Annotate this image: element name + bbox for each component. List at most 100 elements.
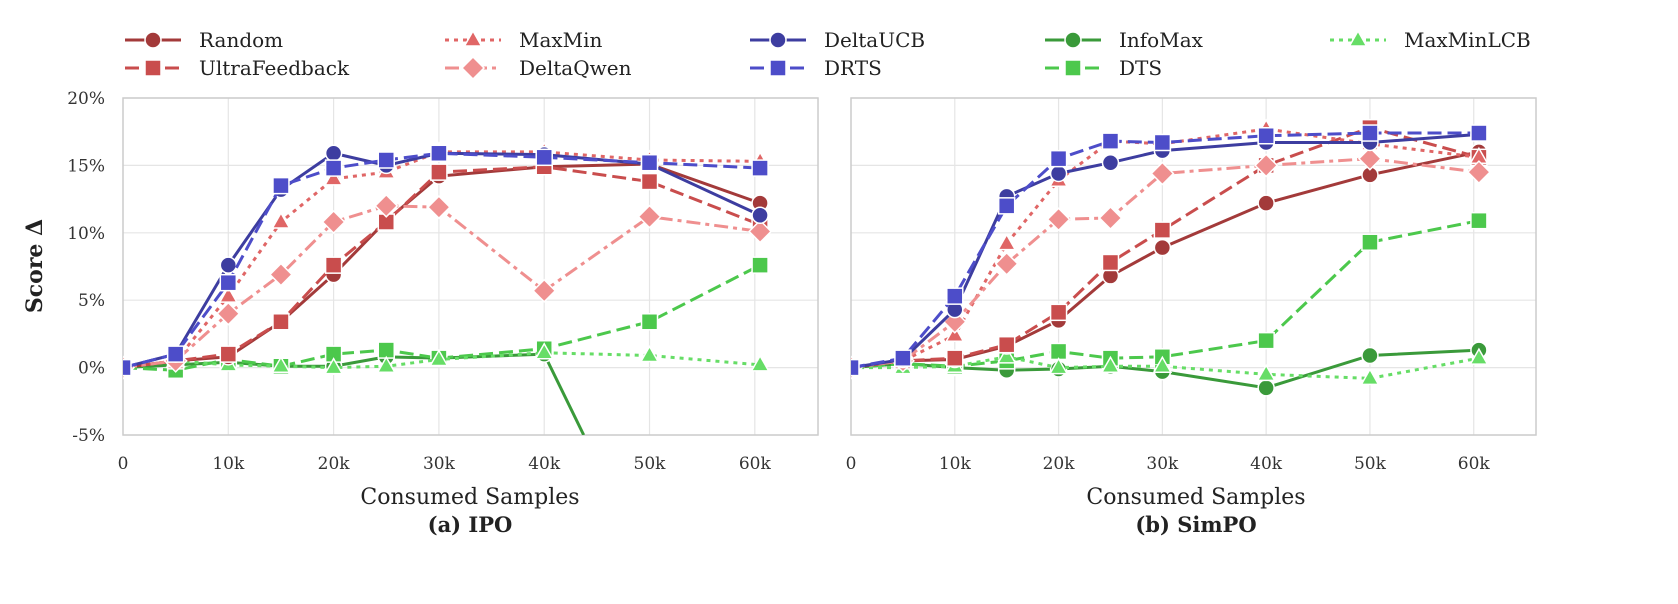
data-point-ultrafeedback xyxy=(946,349,964,367)
series-line-ultrafeedback xyxy=(123,165,761,370)
plot-frame xyxy=(850,97,1537,436)
data-point-deltaqwen xyxy=(374,193,399,218)
x-tick-label: 20k xyxy=(318,454,351,474)
y-tick-label: 5% xyxy=(78,291,105,311)
data-point-drts xyxy=(751,159,769,177)
plot-area xyxy=(851,118,1491,397)
series-drts xyxy=(851,124,1488,377)
data-point-deltaqwen xyxy=(1357,146,1383,171)
legend-entry-deltaqwen: DeltaQwen xyxy=(445,55,632,81)
data-point-drts xyxy=(272,176,290,195)
legend-marker-triangle-icon xyxy=(1348,29,1368,47)
data-point-drts xyxy=(997,197,1016,215)
series-line-drts xyxy=(851,131,1479,370)
series-random xyxy=(123,155,769,377)
data-point-infomax xyxy=(1361,346,1379,365)
data-point-ultrafeedback xyxy=(640,172,659,191)
series-line-random xyxy=(123,162,761,370)
data-point-drts xyxy=(851,358,860,377)
data-point-ultrafeedback xyxy=(1153,221,1172,239)
data-point-maxmin xyxy=(271,211,291,229)
data-point-drts xyxy=(430,144,448,163)
series-line-maxmin xyxy=(851,127,1480,370)
legend-entry-random: Random xyxy=(125,28,283,52)
series-line-deltaucb xyxy=(123,151,761,370)
series-drts xyxy=(123,144,769,377)
data-point-maxmin xyxy=(996,233,1017,251)
data-point-maxmin xyxy=(323,168,344,186)
x-axis-label-simpo: Consumed Samples xyxy=(1086,485,1305,510)
legend-entry-dts: DTS xyxy=(1045,56,1162,80)
x-tick-label: 60k xyxy=(739,454,772,474)
data-point-drts xyxy=(123,358,132,377)
data-point-drts xyxy=(1101,132,1120,150)
y-axis-label: Score Δ xyxy=(22,219,48,313)
legend-label: MaxMinLCB xyxy=(1404,28,1531,52)
data-point-drts xyxy=(640,153,659,172)
data-point-drts xyxy=(166,345,185,363)
x-tick-label: 0 xyxy=(846,454,857,474)
series-line-maxminlcb xyxy=(123,351,761,370)
legend-entry-maxmin: MaxMin xyxy=(445,28,603,52)
data-point-ultrafeedback xyxy=(324,256,343,274)
legend: Random UltraFeedback MaxMin DeltaQwen DeltaU… xyxy=(125,28,1531,81)
legend-label: InfoMax xyxy=(1119,28,1204,52)
series-line-deltaqwen xyxy=(123,204,761,370)
series-line-random xyxy=(851,150,1480,370)
subtitle-ipo: (a) IPO xyxy=(428,512,513,537)
data-point-maxminlcb xyxy=(271,355,291,374)
series-deltaqwen xyxy=(123,193,773,380)
data-point-deltaqwen xyxy=(426,195,451,220)
legend-label: UltraFeedback xyxy=(199,56,350,80)
legend-marker-diamond-icon xyxy=(460,55,486,81)
y-tick-label: 15% xyxy=(67,156,105,176)
legend-marker-circle-icon xyxy=(144,31,162,49)
series-line-drts xyxy=(123,151,761,370)
data-point-deltaqwen xyxy=(748,219,773,244)
x-tick-label: 60k xyxy=(1458,454,1491,474)
data-point-maxminlcb xyxy=(1048,357,1069,375)
data-point-maxminlcb xyxy=(750,354,770,372)
data-point-drts xyxy=(535,148,553,167)
panel-simpo: 0 10k 20k 30k 40k 50k 60k xyxy=(846,97,1537,474)
y-tick-label: 10% xyxy=(67,224,105,244)
data-point-maxminlcb xyxy=(376,355,397,374)
data-point-maxminlcb xyxy=(639,344,660,363)
legend-label: MaxMin xyxy=(519,28,603,52)
series-line-deltaqwen xyxy=(851,157,1480,370)
data-point-deltaqwen xyxy=(532,278,557,303)
series-line-maxminlcb xyxy=(851,355,1480,380)
series-ultrafeedback xyxy=(123,157,769,377)
series-deltaqwen xyxy=(851,146,1491,380)
data-point-deltaqwen xyxy=(321,209,346,235)
subtitle-simpo: (b) SimPO xyxy=(1135,512,1256,537)
legend-marker-circle-icon xyxy=(769,31,787,49)
data-point-dts xyxy=(751,256,769,274)
y-tick-label: 0% xyxy=(78,359,105,379)
x-tick-label: 40k xyxy=(528,454,561,474)
series-line-dts xyxy=(851,219,1480,370)
data-point-drts xyxy=(1361,124,1379,142)
legend-marker-square-icon xyxy=(1064,59,1082,77)
data-point-deltaqwen xyxy=(216,301,241,326)
series-line-ultrafeedback xyxy=(851,126,1480,370)
data-point-maxminlcb xyxy=(996,346,1017,364)
data-point-ultrafeedback xyxy=(1049,303,1068,322)
data-point-drts xyxy=(324,159,343,177)
data-point-deltaqwen xyxy=(1046,207,1071,232)
data-point-dts xyxy=(377,341,396,359)
data-point-dts xyxy=(1470,211,1488,230)
data-point-deltaqwen xyxy=(1254,153,1279,178)
data-point-infomax xyxy=(1257,379,1275,397)
data-point-drts xyxy=(1049,149,1068,168)
data-point-dts xyxy=(1257,331,1275,350)
data-point-maxminlcb xyxy=(1100,355,1121,374)
data-point-deltaqwen xyxy=(994,251,1019,276)
data-point-drts xyxy=(219,273,238,292)
x-tick-label: 50k xyxy=(1354,454,1387,474)
legend-entry-infomax: InfoMax xyxy=(1045,28,1204,52)
x-tick-label: 10k xyxy=(939,454,972,474)
legend-label: Random xyxy=(199,28,283,52)
data-point-drts xyxy=(1153,133,1172,152)
